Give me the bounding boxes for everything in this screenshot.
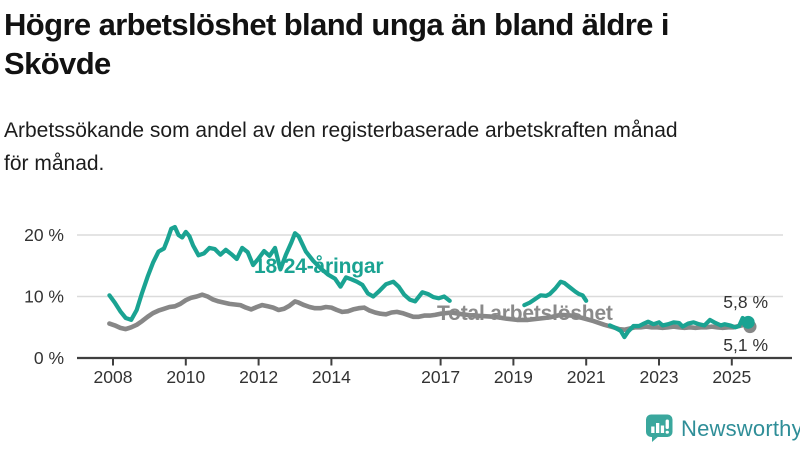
svg-text:2017: 2017 bbox=[421, 367, 460, 387]
series-label-young: 18-24-åringar bbox=[254, 255, 384, 278]
title-line-2: Skövde bbox=[4, 46, 111, 81]
svg-text:2021: 2021 bbox=[567, 367, 606, 387]
page-title: Högre arbetslöshet bland unga än bland ä… bbox=[4, 5, 796, 83]
title-line-1: Högre arbetslöshet bland unga än bland ä… bbox=[4, 7, 669, 42]
newsworthy-icon bbox=[646, 414, 673, 442]
series-label-total: Total arbetslöshet bbox=[437, 302, 613, 325]
chart-subtitle: Arbetssökande som andel av den registerb… bbox=[4, 114, 796, 180]
svg-text:2025: 2025 bbox=[712, 367, 751, 387]
subtitle-line-1: Arbetssökande som andel av den registerb… bbox=[4, 119, 678, 142]
svg-text:2008: 2008 bbox=[94, 367, 133, 387]
end-value-label-young: 5,8 % bbox=[723, 292, 768, 312]
svg-text:2010: 2010 bbox=[166, 367, 205, 387]
newsworthy-logo[interactable]: Newsworthy bbox=[645, 413, 800, 444]
svg-text:10 %: 10 % bbox=[24, 287, 64, 307]
end-value-label-total: 5,1 % bbox=[723, 335, 768, 355]
subtitle-line-2: för månad. bbox=[4, 152, 105, 175]
svg-text:2019: 2019 bbox=[494, 367, 533, 387]
newsworthy-wordmark: Newsworthy bbox=[681, 415, 800, 441]
svg-text:2023: 2023 bbox=[640, 367, 679, 387]
svg-text:20 %: 20 % bbox=[24, 225, 64, 245]
svg-text:2014: 2014 bbox=[312, 367, 351, 387]
svg-text:2012: 2012 bbox=[239, 367, 278, 387]
svg-text:0 %: 0 % bbox=[34, 348, 64, 368]
